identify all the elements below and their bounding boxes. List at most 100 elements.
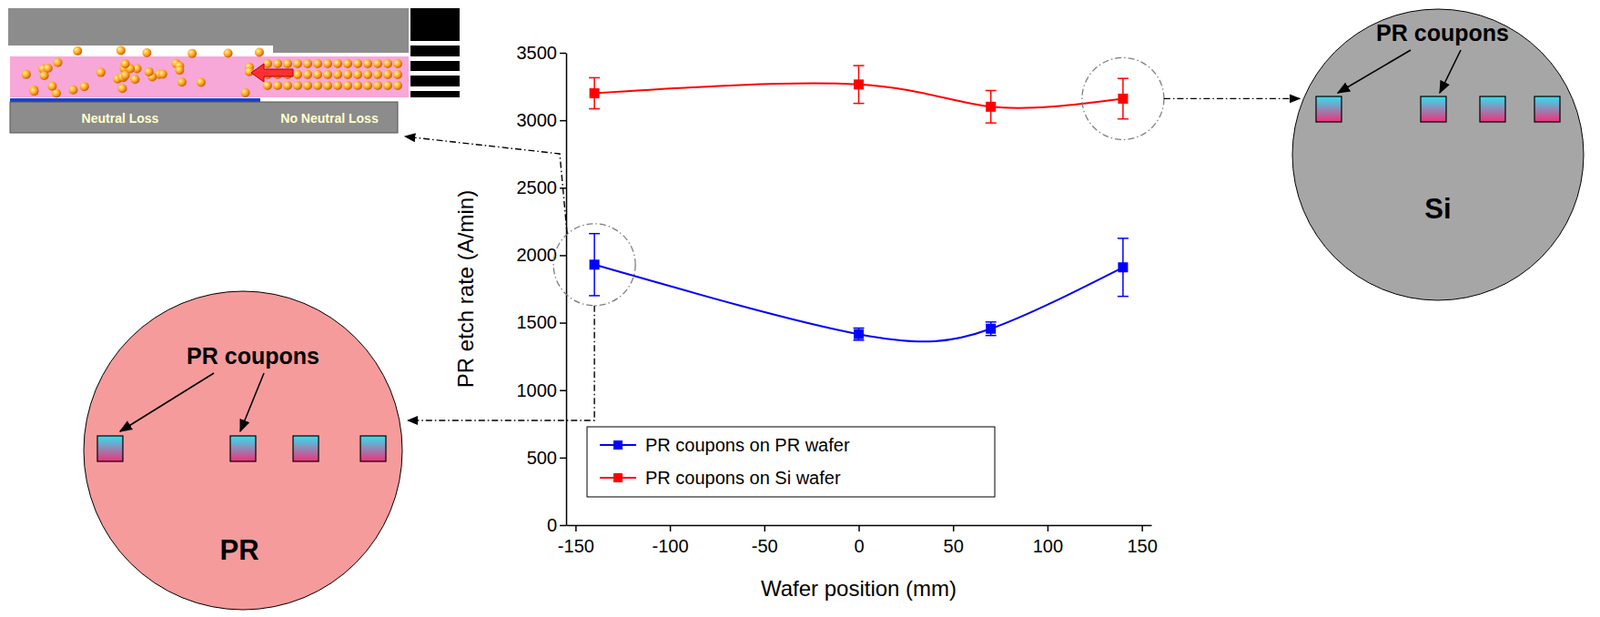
si-wafer: PR coupons Si xyxy=(1292,9,1584,301)
flow-arrow xyxy=(251,63,294,82)
annotations xyxy=(405,57,1300,421)
y-axis-line xyxy=(566,53,568,527)
side-block xyxy=(410,8,460,98)
legend-label: PR coupons on Si wafer xyxy=(645,467,841,488)
neutral-loss-line xyxy=(10,98,261,102)
neutral-particle xyxy=(353,81,363,91)
neutral-particle xyxy=(121,70,131,81)
error-bar xyxy=(1117,238,1129,297)
plot-data xyxy=(588,65,1129,342)
neutral-particle xyxy=(333,81,343,91)
error-cap xyxy=(1117,295,1129,298)
y-tick-mark xyxy=(559,52,567,55)
error-bar xyxy=(853,328,865,341)
highlight-circle xyxy=(553,223,636,306)
side-stripe xyxy=(410,40,460,46)
neutral-particle xyxy=(323,81,333,91)
wafer xyxy=(1292,9,1584,301)
legend-marker xyxy=(613,440,623,450)
neutral-particle xyxy=(393,81,403,91)
neutral-particle xyxy=(72,46,82,56)
wafer-label: Si xyxy=(1424,192,1451,225)
neutral-particle xyxy=(373,59,383,69)
neutral-particle xyxy=(363,70,373,80)
neutral-particle xyxy=(373,70,383,80)
coupon xyxy=(1479,96,1506,122)
error-cap xyxy=(853,102,865,105)
neutral-particle xyxy=(254,48,264,58)
wafer-label: PR xyxy=(219,534,259,567)
neutral-particle xyxy=(80,81,90,92)
neutral-particle xyxy=(30,86,40,96)
neutral-particle xyxy=(144,67,154,77)
legend-label: PR coupons on PR wafer xyxy=(645,435,851,456)
x-tick-label: -150 xyxy=(557,536,595,557)
error-cap xyxy=(985,121,997,124)
series-0 xyxy=(588,233,1129,343)
neutral-particle xyxy=(323,59,333,69)
y-tick-label: 2000 xyxy=(516,244,558,265)
neutral-particle xyxy=(121,59,131,69)
x-tick-label: -100 xyxy=(652,536,689,557)
x-tick-mark xyxy=(1141,525,1144,532)
neutral-particle xyxy=(283,59,293,69)
neutral-particle xyxy=(158,69,168,79)
data-point xyxy=(853,329,864,340)
neutral-particle xyxy=(130,74,140,84)
neutral-particle xyxy=(343,81,353,91)
error-bar xyxy=(588,77,600,109)
error-cap xyxy=(985,90,997,92)
y-tick: 2500 xyxy=(516,177,568,198)
side-stripe xyxy=(410,70,460,76)
error-cap xyxy=(985,321,997,324)
neutral-particle xyxy=(177,77,187,87)
neutral-particle xyxy=(68,85,78,95)
y-axis-title: PR etch rate (A/min) xyxy=(453,190,478,388)
coupon xyxy=(1316,96,1342,122)
neutral-particle xyxy=(343,70,353,80)
x-axis: -150-100-50050100150 xyxy=(557,525,1158,557)
error-cap xyxy=(588,294,600,297)
neutral-particle xyxy=(187,49,197,59)
neutral-particle xyxy=(293,70,303,80)
y-tick-mark xyxy=(559,322,567,325)
neutral-particle xyxy=(293,59,303,69)
x-tick-label: 50 xyxy=(943,536,964,557)
neutral-particle xyxy=(353,70,363,80)
neutral-particle xyxy=(303,59,313,69)
neutral-particle xyxy=(196,78,206,88)
error-cap xyxy=(853,339,865,342)
y-tick-label: 2500 xyxy=(516,177,558,198)
data-point xyxy=(589,88,600,99)
error-cap xyxy=(1117,118,1129,121)
x-tick: -50 xyxy=(751,525,779,557)
legend-entry: PR coupons on PR wafer xyxy=(599,435,851,456)
error-cap xyxy=(853,327,865,330)
neutral-particle xyxy=(363,59,373,69)
side-stripe xyxy=(410,86,460,92)
neutral-particle xyxy=(273,59,283,69)
neutral-particle xyxy=(363,81,373,91)
neutral-particle xyxy=(241,88,251,98)
y-tick: 1000 xyxy=(516,380,568,401)
x-tick-mark xyxy=(764,525,767,532)
error-bar xyxy=(1117,78,1129,119)
y-tick-mark xyxy=(559,525,567,527)
y-tick-mark xyxy=(559,120,567,122)
coupon-label: PR coupons xyxy=(1376,20,1509,46)
x-tick: -150 xyxy=(557,525,595,557)
pr-wafer: PR couponsPR xyxy=(83,291,403,610)
neutral-particle xyxy=(343,59,353,69)
error-bar xyxy=(985,91,997,124)
error-bar xyxy=(588,233,600,296)
y-tick-label: 3500 xyxy=(516,42,558,63)
neutral-particle xyxy=(116,46,126,56)
data-point xyxy=(1117,262,1128,273)
legend: PR coupons on PR wafer PR coupons on Si w… xyxy=(587,426,995,497)
x-tick-label: 100 xyxy=(1032,536,1064,557)
x-tick-mark xyxy=(575,525,578,532)
x-tick: -100 xyxy=(652,525,689,557)
y-axis: 0500100015002000250030003500 xyxy=(516,42,568,536)
error-cap xyxy=(985,334,997,337)
x-tick: 100 xyxy=(1032,525,1064,557)
